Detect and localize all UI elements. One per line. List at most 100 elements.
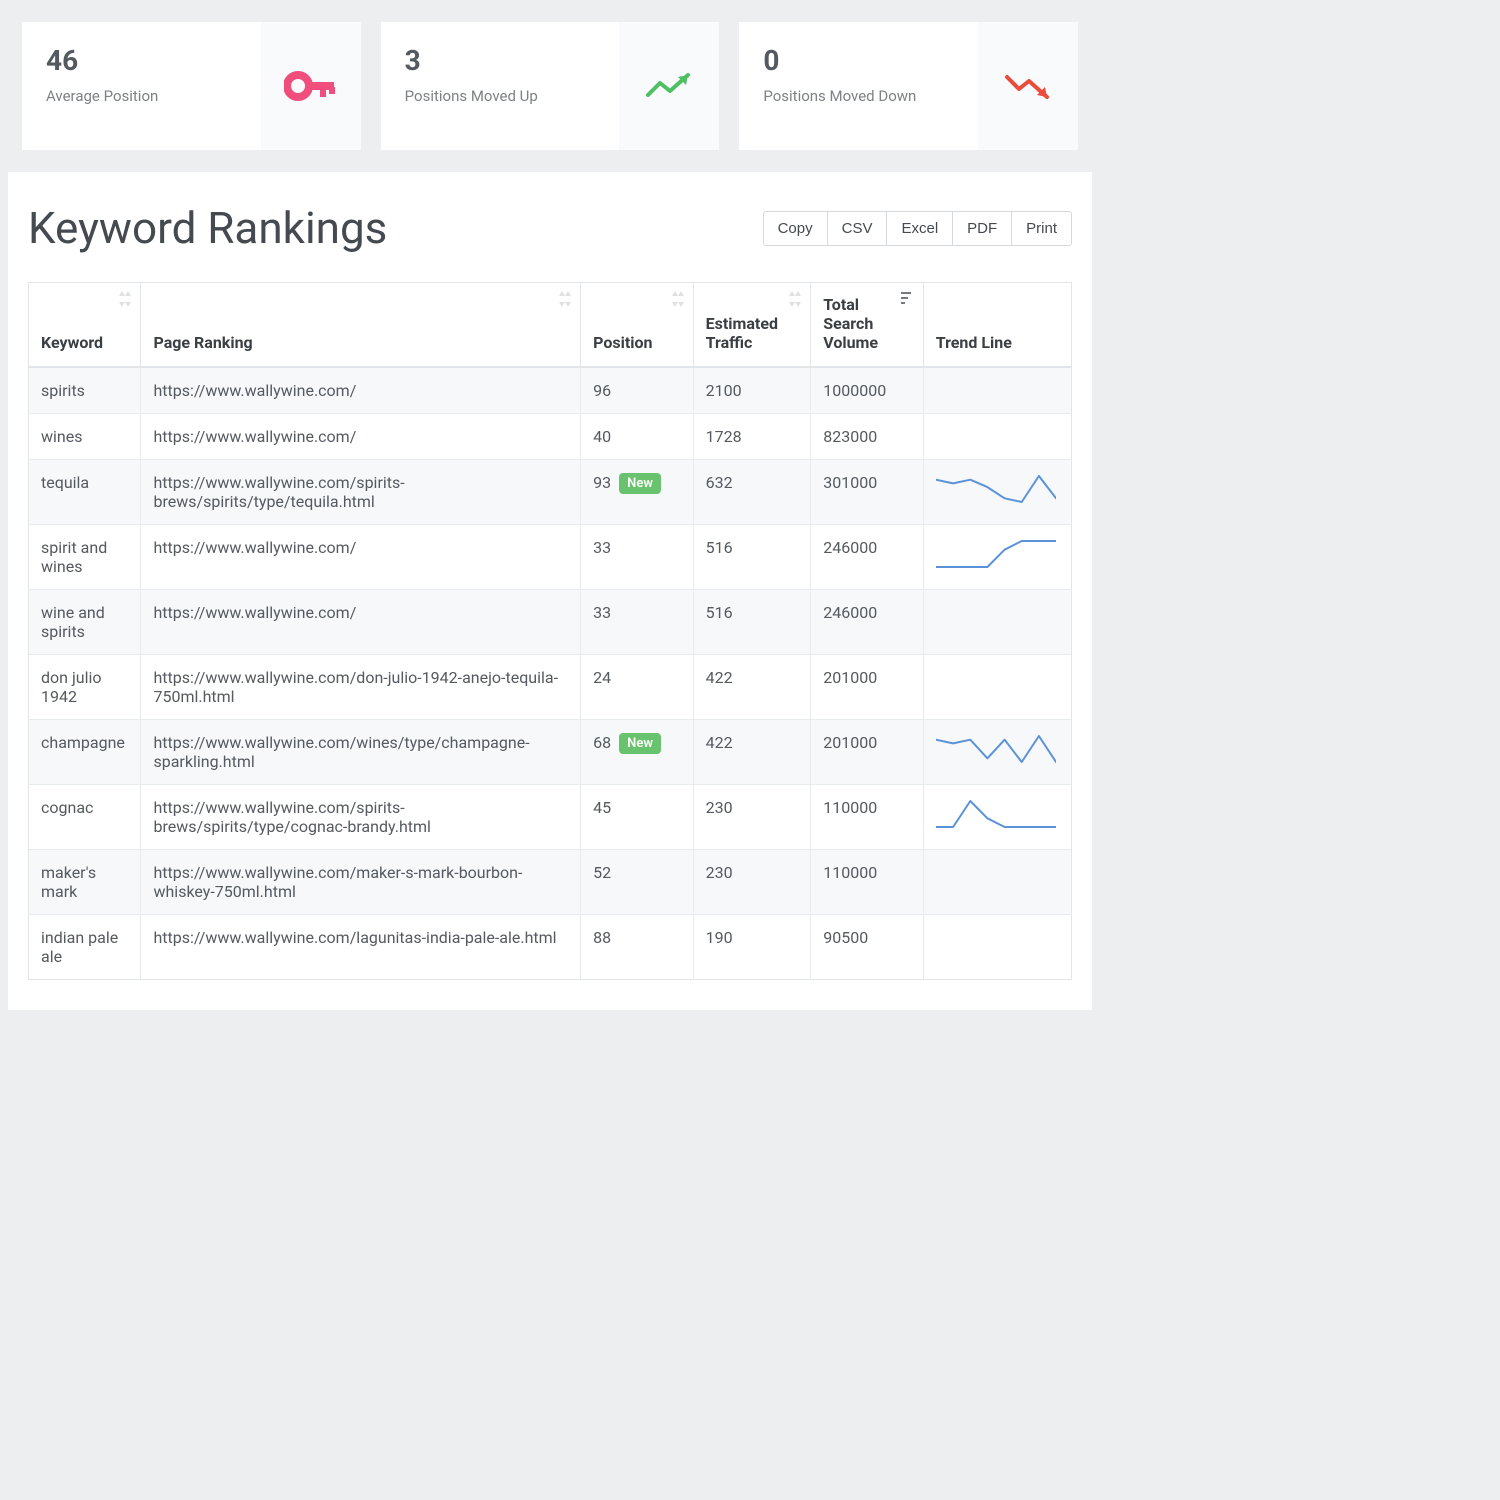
- page-url: https://www.wallywine.com/lagunitas-indi…: [153, 928, 556, 947]
- traffic-value: 1728: [706, 427, 742, 446]
- cell-page: https://www.wallywine.com/: [141, 590, 581, 655]
- cell-traffic: 516: [694, 590, 812, 655]
- cell-trend: [924, 850, 1071, 915]
- cell-volume: 1000000: [811, 368, 923, 414]
- column-header[interactable]: Position: [581, 283, 693, 368]
- cell-keyword: wine and spirits: [29, 590, 141, 655]
- cell-trend: [924, 915, 1071, 979]
- cell-volume: 246000: [811, 525, 923, 590]
- sparkline: [936, 555, 1056, 574]
- cell-trend: [924, 590, 1071, 655]
- position-value: 33: [593, 538, 611, 557]
- sort-icon[interactable]: [558, 291, 572, 307]
- cell-traffic: 422: [694, 655, 812, 720]
- table-row: spiritshttps://www.wallywine.com/9621001…: [29, 368, 1071, 414]
- print-button[interactable]: Print: [1011, 211, 1072, 246]
- column-label: Estimated Traffic: [706, 314, 778, 352]
- column-label: Total Search Volume: [823, 295, 878, 352]
- column-header[interactable]: Estimated Traffic: [694, 283, 812, 368]
- keyword-rankings-panel: Keyword Rankings CopyCSVExcelPDFPrint Ke…: [8, 172, 1092, 1010]
- volume-value: 201000: [823, 733, 877, 752]
- cell-position: 40: [581, 414, 693, 460]
- traffic-value: 516: [706, 603, 733, 622]
- cell-keyword: wines: [29, 414, 141, 460]
- export-button-group: CopyCSVExcelPDFPrint: [763, 211, 1072, 246]
- cell-traffic: 632: [694, 460, 812, 525]
- traffic-value: 190: [706, 928, 733, 947]
- panel-header: Keyword Rankings CopyCSVExcelPDFPrint: [28, 202, 1072, 254]
- cell-position: 68New: [581, 720, 693, 785]
- position-value: 88: [593, 928, 611, 947]
- cell-volume: 110000: [811, 850, 923, 915]
- trend-down-icon: [978, 22, 1078, 150]
- sort-icon[interactable]: [788, 291, 802, 307]
- column-header: Trend Line: [924, 283, 1071, 368]
- table-row: tequila https://www.wallywine.com/spirits…: [29, 460, 1071, 525]
- trend-up-icon: [619, 22, 719, 150]
- sort-icon[interactable]: [671, 291, 685, 307]
- position-value: 40: [593, 427, 611, 446]
- column-header[interactable]: Keyword: [29, 283, 141, 368]
- table-header-row: KeywordPage RankingPosition Estimated Tra…: [29, 283, 1071, 368]
- page-url: https://www.wallywine.com/spirits-brews/…: [153, 798, 430, 836]
- table-body: spiritshttps://www.wallywine.com/9621001…: [29, 368, 1071, 979]
- cell-keyword: tequila: [29, 460, 141, 525]
- page-url: https://www.wallywine.com/: [153, 381, 356, 400]
- panel-title: Keyword Rankings: [28, 202, 387, 254]
- cell-traffic: 230: [694, 850, 812, 915]
- cell-keyword: indian pale ale: [29, 915, 141, 979]
- position-value: 45: [593, 798, 611, 817]
- cell-page: https://www.wallywine.com/: [141, 414, 581, 460]
- copy-button[interactable]: Copy: [763, 211, 828, 246]
- table-row: wine and spirits https://www.wallywine.co…: [29, 590, 1071, 655]
- cell-page: https://www.wallywine.com/wines/type/cha…: [141, 720, 581, 785]
- card-value: 3: [405, 44, 538, 77]
- cell-keyword: cognac: [29, 785, 141, 850]
- cell-traffic: 516: [694, 525, 812, 590]
- table-row: champagne https://www.wallywine.com/wines…: [29, 720, 1071, 785]
- table-row: wineshttps://www.wallywine.com/401728823…: [29, 414, 1071, 460]
- cell-volume: 110000: [811, 785, 923, 850]
- excel-button[interactable]: Excel: [886, 211, 953, 246]
- cell-traffic: 2100: [694, 368, 812, 414]
- cell-volume: 301000: [811, 460, 923, 525]
- card-label: Positions Moved Down: [763, 87, 916, 105]
- pdf-button[interactable]: PDF: [952, 211, 1012, 246]
- keyword-text: wine and spirits: [41, 603, 105, 641]
- card-value: 0: [763, 44, 916, 77]
- new-badge: New: [619, 733, 661, 754]
- column-header[interactable]: Page Ranking: [141, 283, 581, 368]
- table-row: maker's mark https://www.wallywine.com/ma…: [29, 850, 1071, 915]
- csv-button[interactable]: CSV: [827, 211, 888, 246]
- card-label: Average Position: [46, 87, 158, 105]
- table-row: cognac https://www.wallywine.com/spirits-…: [29, 785, 1071, 850]
- traffic-value: 516: [706, 538, 733, 557]
- page-url: https://www.wallywine.com/: [153, 538, 356, 557]
- volume-value: 110000: [823, 863, 877, 882]
- cell-page: https://www.wallywine.com/lagunitas-indi…: [141, 915, 581, 979]
- page-url: https://www.wallywine.com/: [153, 427, 356, 446]
- volume-value: 110000: [823, 798, 877, 817]
- page-url: https://www.wallywine.com/maker-s-mark-b…: [153, 863, 522, 901]
- cell-trend: [924, 414, 1071, 460]
- volume-value: 246000: [823, 603, 877, 622]
- keyword-text: spirit and wines: [41, 538, 107, 576]
- new-badge: New: [619, 473, 661, 494]
- keyword-text: tequila: [41, 473, 89, 492]
- cell-page: https://www.wallywine.com/don-julio-1942…: [141, 655, 581, 720]
- keyword-text: champagne: [41, 733, 125, 752]
- traffic-value: 632: [706, 473, 733, 492]
- cell-position: 88: [581, 915, 693, 979]
- cell-page: https://www.wallywine.com/spirits-brews/…: [141, 785, 581, 850]
- cell-keyword: maker's mark: [29, 850, 141, 915]
- position-value: 96: [593, 381, 611, 400]
- sort-icon[interactable]: [118, 291, 132, 307]
- volume-value: 246000: [823, 538, 877, 557]
- cell-position: 45: [581, 785, 693, 850]
- sparkline: [936, 815, 1056, 834]
- sort-icon[interactable]: [901, 291, 915, 307]
- cell-position: 93New: [581, 460, 693, 525]
- cell-position: 33: [581, 525, 693, 590]
- page-url: https://www.wallywine.com/spirits-brews/…: [153, 473, 404, 511]
- column-header[interactable]: Total Search Volume: [811, 283, 923, 368]
